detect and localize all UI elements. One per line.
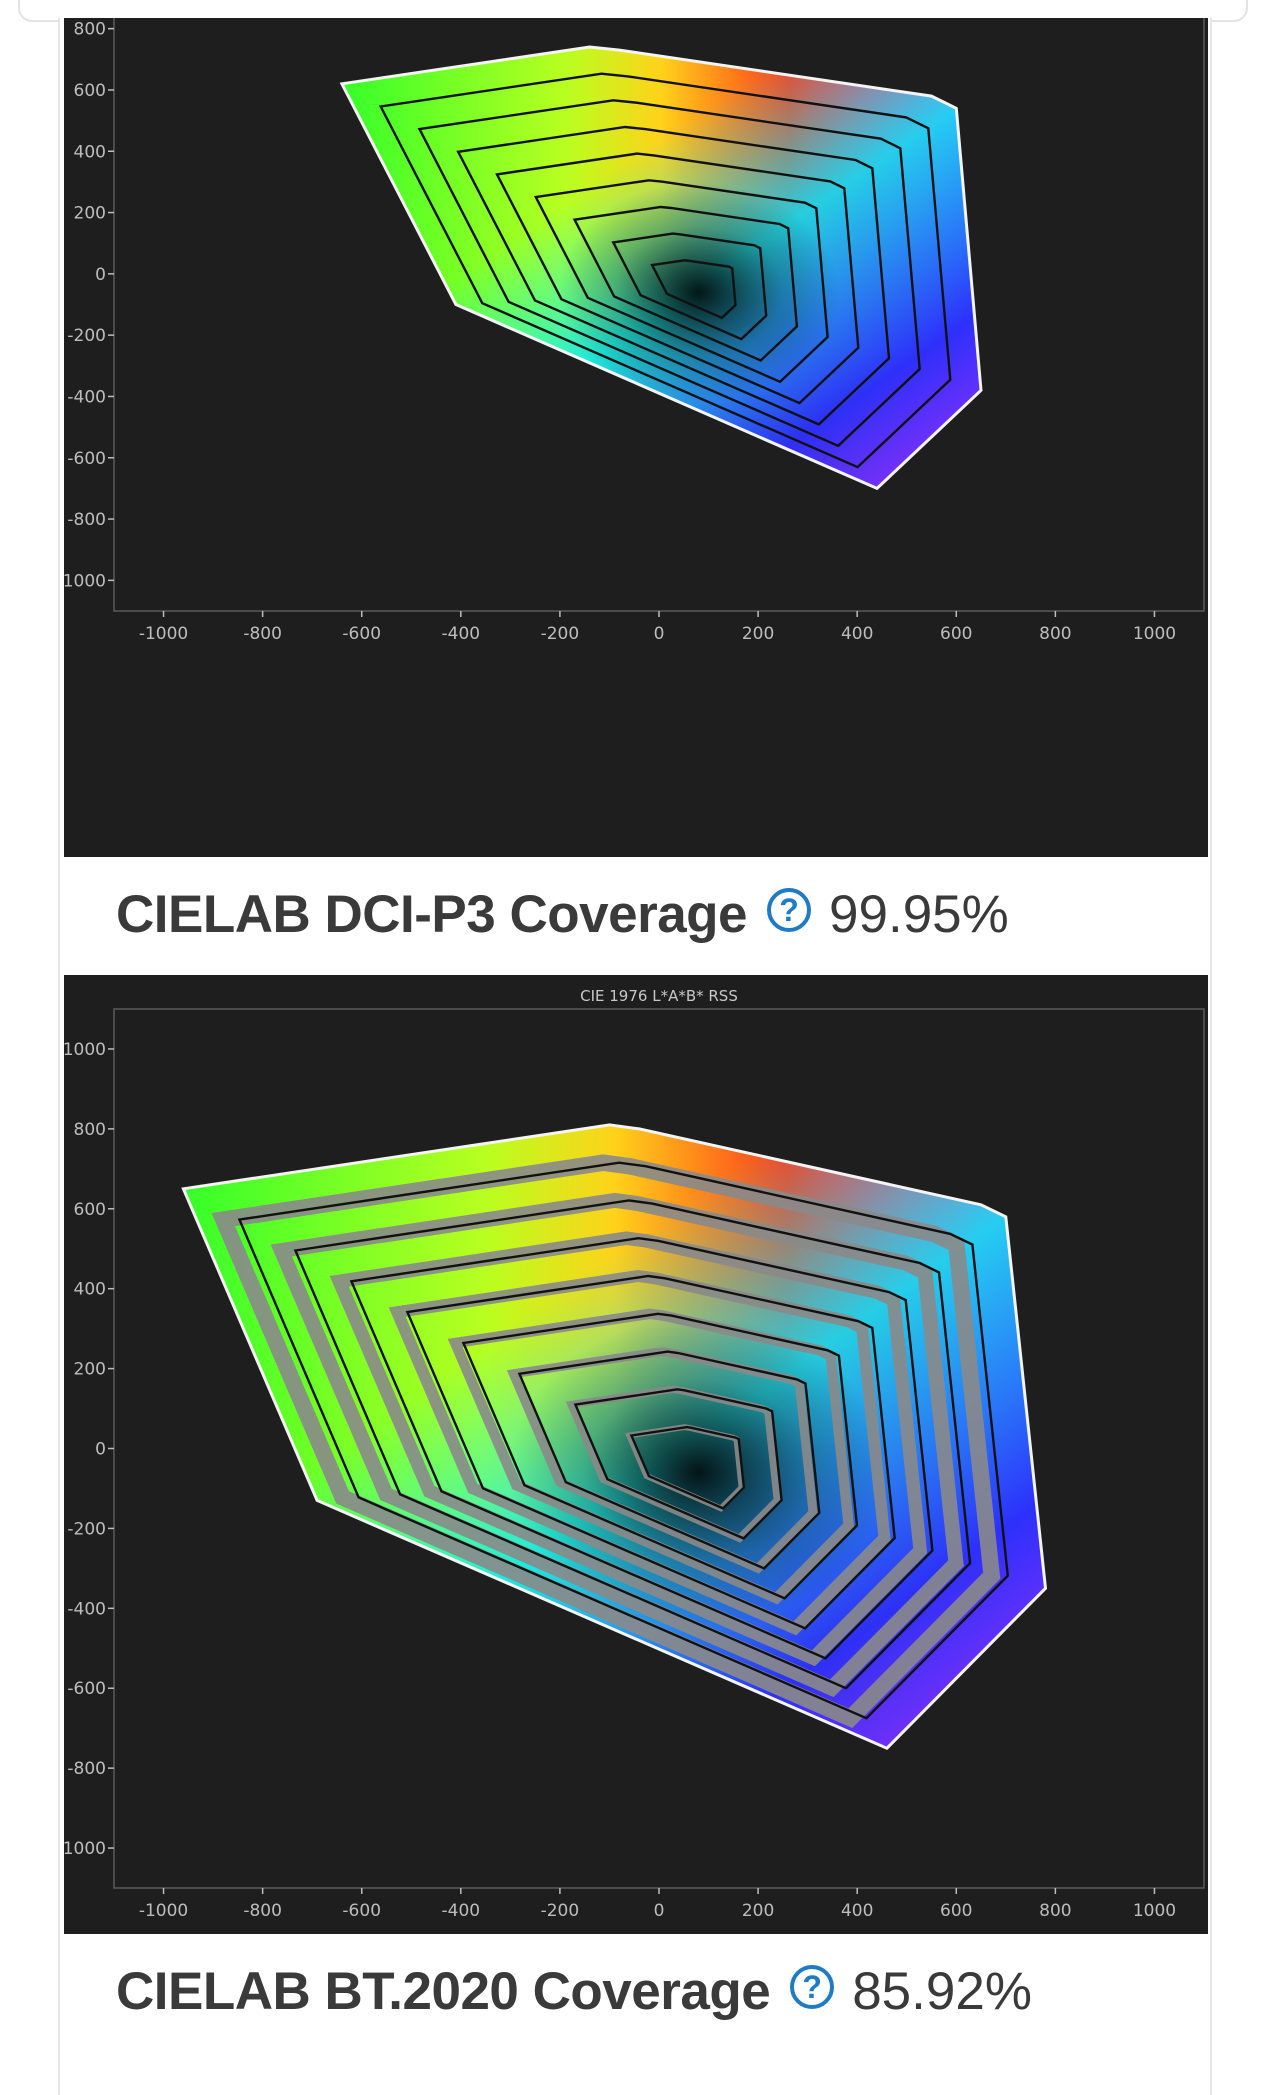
question-circle-icon[interactable]: ?	[790, 1965, 835, 2009]
gamut-contour	[237, 1161, 1010, 1720]
y-tick-label: 400	[74, 1280, 106, 1300]
bt2020-caption: CIELAB BT.2020 Coverage ? 85.92%	[116, 1956, 1032, 2026]
x-tick-label: 400	[841, 1901, 873, 1921]
gamut-contour	[517, 1350, 821, 1570]
y-tick-label: -1000	[64, 571, 106, 591]
bt2020-coverage-value: 85.92%	[852, 1961, 1032, 2021]
gamut-contour	[650, 259, 737, 320]
bt2020-gamut-svg: CIE 1976 L*A*B* RSS -1000 -800 -600 -400 -200…	[64, 987, 1205, 1921]
gamut-fill	[183, 1124, 1046, 1749]
y-tick-label: 800	[74, 20, 106, 40]
gamut-dark-center	[558, 181, 840, 403]
reference-outline	[339, 45, 983, 491]
y-tick-label: -800	[67, 510, 106, 530]
gamut-contour	[461, 1312, 859, 1600]
x-tick-label: 800	[1039, 624, 1071, 644]
y-tick-label: -400	[67, 387, 106, 407]
bt2020-coverage-label: CIELAB BT.2020 Coverage	[116, 1961, 771, 2021]
gamut-contour	[405, 1274, 896, 1630]
x-tick-label: -200	[541, 624, 580, 644]
x-tick-label: 200	[742, 624, 774, 644]
gamut-contour	[378, 72, 952, 469]
x-tick-label: 400	[841, 624, 873, 644]
chart-title: CIE 1976 L*A*B* RSS	[580, 987, 738, 1005]
y-tick-label: -1000	[64, 1839, 106, 1859]
y-tick-label: 600	[74, 1200, 106, 1220]
x-tick-label: -1000	[139, 1901, 188, 1921]
gamut-contour	[572, 205, 799, 362]
x-tick-label: 600	[940, 624, 972, 644]
y-tick-label: -800	[67, 1759, 106, 1779]
x-tick-label: 0	[654, 1901, 665, 1921]
dci-p3-caption: CIELAB DCI-P3 Coverage ? 99.95%	[116, 879, 1009, 949]
reference-outline	[181, 1123, 1048, 1750]
y-tick-label: 200	[74, 1360, 106, 1380]
x-tick-label: 1000	[1133, 1901, 1176, 1921]
y-tick-label: -400	[67, 1599, 106, 1619]
y-tick-label: 800	[74, 1120, 106, 1140]
dci-p3-coverage-value: 99.95%	[829, 884, 1009, 944]
gamut-contour	[293, 1199, 972, 1690]
bt2020-gamut-chart: CIE 1976 L*A*B* RSS -1000 -800 -600 -400 -200…	[64, 975, 1208, 1934]
y-tick-label: -200	[67, 1519, 106, 1539]
gamut-contour	[495, 152, 860, 405]
bt2020-coverage-card: CIE 1976 L*A*B* RSS -1000 -800 -600 -400 -200…	[58, 975, 1212, 2095]
y-tick-label: 400	[74, 142, 106, 162]
question-circle-icon[interactable]: ?	[767, 888, 812, 932]
x-tick-label: -600	[342, 624, 381, 644]
gamut-contour	[573, 1388, 783, 1540]
x-tick-label: 600	[940, 1901, 972, 1921]
y-tick-label: 0	[95, 265, 106, 285]
gamut-contour	[349, 1236, 934, 1660]
y-tick-label: -600	[67, 1679, 106, 1699]
y-tick-label: 600	[74, 81, 106, 101]
x-tick-label: -1000	[139, 624, 188, 644]
x-tick-label: 0	[654, 624, 665, 644]
x-tick-label: -800	[243, 624, 282, 644]
x-tick-label: -800	[243, 1901, 282, 1921]
x-tick-label: 800	[1039, 1901, 1071, 1921]
x-tick-label: -600	[342, 1901, 381, 1921]
gamut-contour	[533, 179, 829, 384]
gamut-contour	[611, 232, 768, 341]
x-tick-label: -400	[442, 624, 481, 644]
x-tick-label: -200	[541, 1901, 580, 1921]
y-tick-label: -200	[67, 326, 106, 346]
x-tick-label: 200	[742, 1901, 774, 1921]
dci-p3-gamut-chart: -1000 -800 -600 -400 -200 0 200 400 600 800 1000 80…	[64, 18, 1208, 857]
y-tick-label: 1000	[64, 1040, 106, 1060]
dci-p3-coverage-label: CIELAB DCI-P3 Coverage	[116, 884, 748, 944]
gamut-contour	[629, 1425, 746, 1510]
x-tick-label: -400	[442, 1901, 481, 1921]
y-tick-label: -600	[67, 449, 106, 469]
dci-p3-gamut-svg: -1000 -800 -600 -400 -200 0 200 400 600 800 1000 80…	[64, 18, 1205, 644]
y-tick-label: 200	[74, 204, 106, 224]
x-tick-label: 1000	[1133, 624, 1176, 644]
y-tick-label: 0	[95, 1440, 106, 1460]
gamut-contour	[456, 125, 891, 426]
gamut-contour	[417, 99, 921, 448]
dci-p3-coverage-card: -1000 -800 -600 -400 -200 0 200 400 600 800 1000 80…	[58, 18, 1212, 975]
